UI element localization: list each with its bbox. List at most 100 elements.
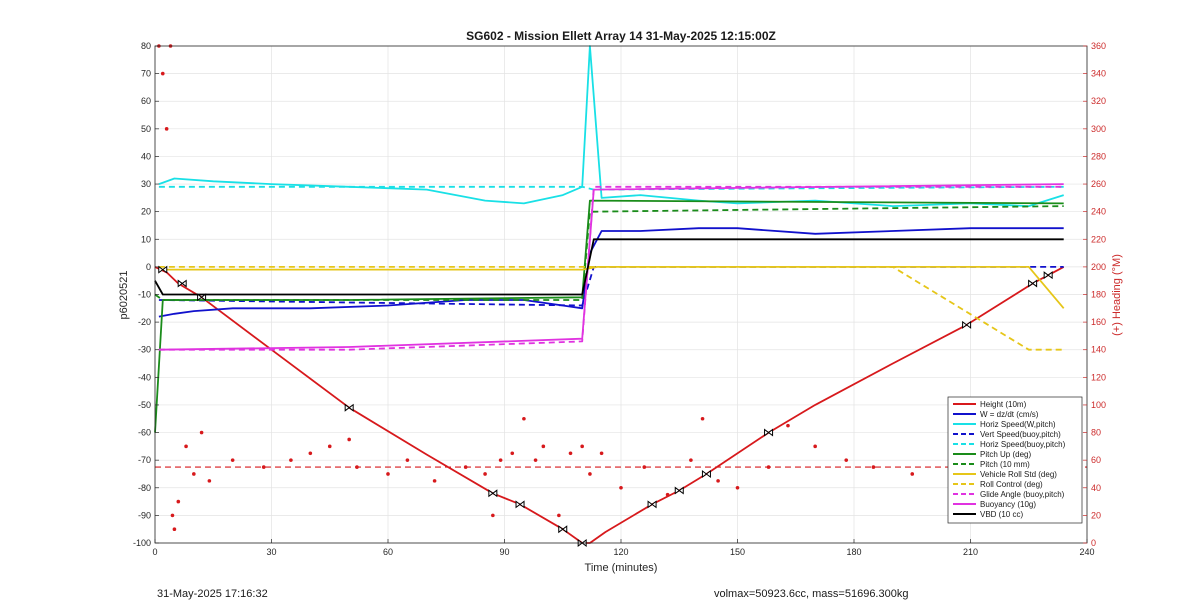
legend-label: Roll Control (deg)	[980, 480, 1043, 489]
heading-point	[786, 423, 790, 428]
heading-point	[199, 430, 204, 435]
legend-label: Vehicle Roll Std (deg)	[980, 470, 1057, 479]
legend-label: Vert Speed(buoy,pitch)	[980, 430, 1061, 439]
heading-point	[308, 451, 313, 456]
y2-axis-label: (+) Heading (°M)	[1111, 254, 1123, 336]
legend-box	[947, 396, 1083, 524]
gps-marker	[962, 320, 972, 329]
heading-point	[184, 444, 188, 449]
x-tick-label: 210	[963, 547, 978, 557]
series-line	[158, 265, 1064, 307]
y2-tick-label: 240	[1091, 207, 1106, 217]
heading-point	[844, 458, 849, 462]
heading-point	[599, 451, 604, 456]
x-tick-label: 90	[499, 547, 509, 557]
gps-marker	[488, 489, 498, 498]
heading-point	[463, 465, 468, 469]
heading-point	[522, 416, 526, 421]
heading-point	[498, 458, 503, 462]
y-tick-label: 30	[141, 179, 151, 189]
heading-point	[207, 479, 212, 483]
legend-label: VBD (10 cc)	[980, 510, 1023, 519]
y2-tick-label: 40	[1091, 483, 1101, 493]
heading-point	[642, 465, 647, 469]
heading-point	[170, 513, 175, 518]
legend-label: Height (10m)	[980, 400, 1027, 409]
heading-point	[910, 472, 915, 476]
legend-label: Glide Angle (buoy,pitch)	[980, 490, 1065, 499]
chart-title: SG602 - Mission Ellett Array 14 31-May-2…	[466, 29, 776, 43]
y-tick-label: 70	[141, 69, 151, 79]
x-tick-label: 60	[383, 547, 393, 557]
y2-tick-label: 0	[1091, 538, 1096, 548]
gps-marker	[344, 403, 354, 412]
heading-point	[766, 465, 771, 469]
y2-tick-label: 140	[1091, 345, 1106, 355]
y2-tick-label: 280	[1091, 151, 1106, 161]
gps-marker	[177, 279, 187, 288]
gps-marker	[647, 500, 657, 509]
y2-tick-label: 180	[1091, 290, 1106, 300]
heading-point	[192, 472, 196, 476]
y-tick-label: 60	[141, 96, 151, 106]
y2-tick-label: 360	[1091, 41, 1106, 51]
series-line	[154, 199, 1064, 433]
heading-point	[386, 472, 390, 476]
heading-point	[871, 465, 876, 469]
heading-point	[261, 465, 266, 469]
heading-point	[541, 444, 546, 449]
axis-ticks: 0 30 60 90 120 150 180 210 240-100-90-80-70-60-5…	[133, 41, 1106, 557]
footer-timestamp: 31-May-2025 17:16:32	[157, 588, 268, 600]
heading-point	[568, 451, 573, 456]
x-tick-label: 0	[152, 547, 157, 557]
y-tick-label: -10	[138, 290, 151, 300]
series-line	[158, 45, 1064, 208]
x-tick-label: 150	[730, 547, 745, 557]
gps-marker	[197, 293, 207, 302]
y-tick-label: 40	[141, 151, 151, 161]
y-tick-label: -70	[138, 455, 151, 465]
gps-marker	[764, 428, 774, 437]
heading-point	[327, 444, 332, 449]
y-tick-label: 50	[141, 124, 151, 134]
heading-point	[510, 451, 515, 456]
heading-point	[355, 465, 359, 469]
y2-tick-label: 300	[1091, 124, 1106, 134]
y2-tick-label: 120	[1091, 372, 1106, 382]
x-axis-label: Time (minutes)	[585, 562, 658, 574]
y2-tick-label: 200	[1091, 262, 1106, 272]
plot-area	[154, 44, 1087, 547]
y2-tick-label: 100	[1091, 400, 1106, 410]
heading-point	[432, 479, 437, 483]
heading-point	[689, 458, 693, 462]
heading-point	[176, 499, 181, 504]
chart-legend: Height (10m)W = dz/dt (cm/s)Horiz Speed(…	[947, 396, 1083, 524]
heading-point	[289, 458, 293, 462]
legend-label: Horiz Speed(W,pitch)	[980, 420, 1056, 429]
y-tick-label: -20	[138, 317, 151, 327]
heading-point	[172, 527, 177, 531]
x-tick-label: 30	[266, 547, 276, 557]
y2-tick-label: 60	[1091, 455, 1101, 465]
heading-point	[164, 127, 169, 131]
heading-point	[533, 458, 538, 462]
y-tick-label: 20	[141, 207, 151, 217]
y-tick-label: -100	[133, 538, 151, 548]
y-tick-label: -30	[138, 345, 151, 355]
x-tick-label: 240	[1079, 547, 1094, 557]
y2-tick-label: 80	[1091, 428, 1101, 438]
legend-label: Buoyancy (10g)	[980, 500, 1036, 509]
heading-point	[491, 513, 495, 518]
heading-point	[230, 458, 235, 462]
heading-point	[580, 444, 584, 449]
legend-label: Horiz Speed(buoy,pitch)	[980, 440, 1066, 449]
y-tick-label: 10	[141, 234, 151, 244]
legend-label: W = dz/dt (cm/s)	[980, 410, 1039, 419]
heading-point	[700, 416, 705, 421]
series-line	[154, 205, 1064, 301]
heading-point	[735, 485, 740, 490]
y-tick-label: -40	[138, 372, 151, 382]
heading-point	[557, 513, 561, 518]
y-tick-label: -50	[138, 400, 151, 410]
